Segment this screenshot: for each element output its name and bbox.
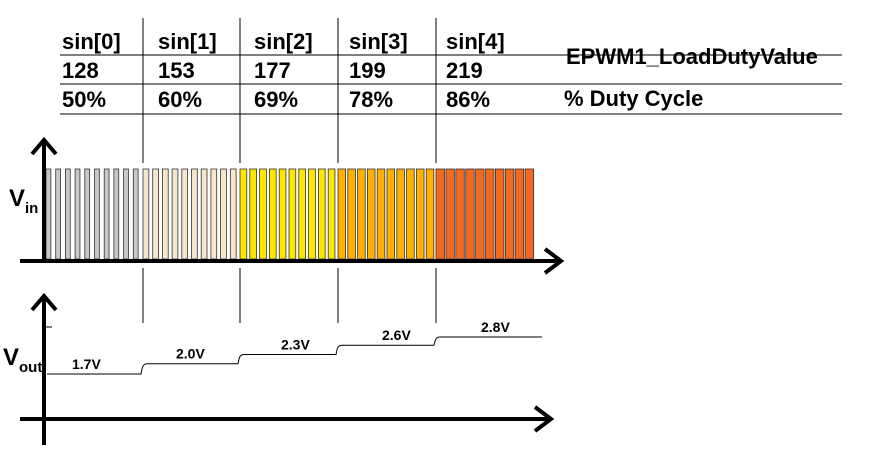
- load-value-cell: 219: [446, 58, 483, 83]
- pwm-pulse: [366, 168, 376, 260]
- column-separators: [142, 18, 437, 323]
- vout-voltage-label: 2.3V: [281, 337, 310, 353]
- pwm-pulse: [504, 168, 515, 260]
- pwm-pulse: [445, 168, 455, 260]
- load-value-cell: 199: [349, 58, 386, 83]
- pwm-pulse: [435, 168, 445, 260]
- load-value-cell: 177: [254, 58, 291, 83]
- pwm-pulse: [485, 168, 495, 260]
- vin-axis-label-sub: in: [25, 200, 38, 217]
- pwm-pulse: [191, 168, 198, 260]
- duty-cycle-cell: 60%: [158, 87, 202, 112]
- pwm-pulse: [65, 168, 71, 260]
- vout-voltage-label: 2.6V: [382, 327, 411, 343]
- pwm-pulse: [386, 168, 396, 260]
- pwm-pulse: [113, 168, 120, 260]
- vin-axis-label-main: V: [9, 185, 25, 212]
- duty-cycle-cell: 69%: [254, 87, 298, 112]
- pwm-pulse: [200, 168, 208, 260]
- vin-axis-label: Vin: [9, 185, 38, 217]
- pwm-pulse: [229, 168, 237, 260]
- pwm-pulse: [123, 168, 129, 260]
- column-header: sin[3]: [349, 29, 408, 54]
- pwm-pulse: [278, 168, 287, 260]
- load-value-cell: 128: [62, 58, 99, 83]
- pwm-pulse: [425, 168, 435, 260]
- pwm-pulse: [84, 168, 91, 260]
- pwm-pulse: [406, 168, 415, 260]
- pwm-pulse: [210, 168, 218, 260]
- pwm-pulse: [475, 168, 485, 260]
- load-value-cell: 153: [158, 58, 195, 83]
- pwm-pulse: [74, 168, 81, 260]
- pwm-pulse: [142, 168, 150, 260]
- pwm-pulse: [45, 168, 52, 260]
- pwm-pulse: [268, 168, 277, 260]
- row-label-load-duty-value: EPWM1_LoadDutyValue: [566, 44, 818, 69]
- column-header: sin[4]: [446, 29, 505, 54]
- pwm-pulse: [524, 168, 535, 260]
- vin-axes: [20, 136, 565, 275]
- vout-axes: [20, 292, 555, 445]
- pwm-pulse: [514, 168, 525, 260]
- vin-y-arrowhead: [30, 136, 58, 156]
- pwm-pulse: [239, 168, 248, 260]
- vin-pwm-pulses: [45, 168, 535, 260]
- pwm-pulse: [347, 168, 356, 260]
- pwm-pulse: [317, 168, 326, 260]
- pwm-pulse: [337, 168, 347, 260]
- pwm-pulse: [220, 168, 227, 260]
- vout-voltage-label: 2.0V: [176, 346, 205, 362]
- pwm-pulse: [298, 168, 306, 260]
- pwm-pulse: [249, 168, 257, 260]
- pwm-pulse: [376, 168, 386, 260]
- column-header: sin[0]: [62, 29, 121, 54]
- row-label-duty-cycle: % Duty Cycle: [564, 86, 703, 111]
- vout-axis-label-sub: out: [19, 359, 42, 376]
- pwm-pulse: [396, 168, 405, 260]
- pwm-pulse: [171, 168, 179, 260]
- vout-voltage-label: 1.7V: [72, 356, 101, 372]
- vout-x-arrowhead: [533, 405, 555, 433]
- pwm-pulse: [152, 168, 159, 260]
- vout-y-arrowhead: [30, 292, 58, 312]
- vout-axis-label: Vout: [3, 344, 42, 376]
- duty-cycle-cell: 86%: [446, 87, 490, 112]
- column-header: sin[2]: [254, 29, 313, 54]
- pwm-pulse: [357, 168, 366, 260]
- pwm-pulse: [288, 168, 297, 260]
- duty-cycle-cell: 50%: [62, 87, 106, 112]
- pwm-pulse: [415, 168, 425, 260]
- pwm-pulse: [455, 168, 465, 260]
- vin-x-arrowhead: [543, 247, 565, 275]
- pwm-pulse: [465, 168, 475, 260]
- pwm-pulse: [327, 168, 336, 260]
- vout-voltage-label: 2.8V: [481, 319, 510, 335]
- pwm-pulse: [132, 168, 139, 260]
- pwm-pulse: [259, 168, 267, 260]
- pwm-pulse: [161, 168, 169, 260]
- vout-voltage-labels: 1.7V 2.0V 2.3V 2.6V 2.8V: [72, 319, 510, 372]
- pwm-pulse: [308, 168, 316, 260]
- pwm-pulse: [55, 168, 61, 260]
- vout-staircase-line: [47, 336, 542, 375]
- pwm-pulse: [494, 168, 505, 260]
- vout-axis-label-main: V: [3, 344, 19, 371]
- column-header: sin[1]: [158, 29, 217, 54]
- pwm-pulse: [94, 168, 100, 260]
- duty-cycle-cell: 78%: [349, 87, 393, 112]
- pwm-pulse: [103, 168, 110, 260]
- pwm-pulse: [181, 168, 189, 260]
